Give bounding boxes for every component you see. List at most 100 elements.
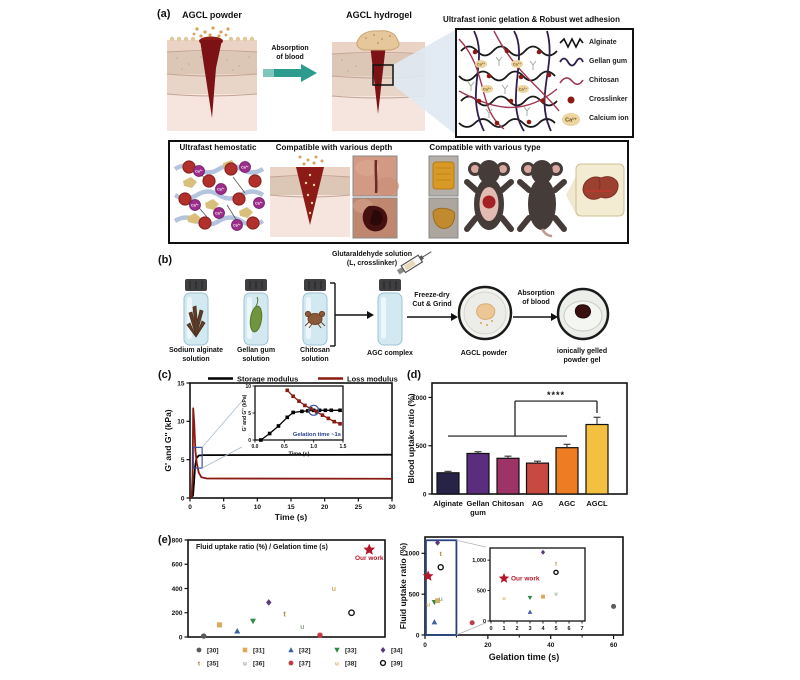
- legend-calcium-ion: Calcium ion: [589, 115, 629, 122]
- svg-text:u: u: [502, 596, 505, 602]
- svg-text:AG: AG: [532, 499, 543, 508]
- absorption-caption: Absorption of blood: [271, 45, 309, 62]
- svg-text:Time (s): Time (s): [275, 512, 308, 522]
- svg-text:G' and G'' (kPa): G' and G'' (kPa): [242, 394, 248, 431]
- zoom-connector-shape: [372, 30, 455, 134]
- svg-text:Our work: Our work: [355, 555, 384, 562]
- legend-alginate: Alginate: [589, 39, 617, 46]
- chitosan-line-icon: [559, 77, 584, 86]
- svg-text:0.5: 0.5: [281, 444, 288, 450]
- legend-gellan-gum: Gellan gum: [589, 58, 628, 65]
- svg-text:0.0: 0.0: [252, 444, 259, 450]
- svg-text:500: 500: [409, 591, 420, 598]
- gel-dish-caption: ionically gelled powder gel: [556, 348, 608, 365]
- calcium-ellipse-icon: Ca²⁺: [562, 113, 580, 126]
- agcl-powder-title: AGCL powder: [182, 10, 242, 20]
- deep-wound-photo: [352, 197, 398, 239]
- svg-text:25: 25: [355, 504, 363, 511]
- svg-text:Loss modulus: Loss modulus: [347, 375, 398, 384]
- svg-text:500: 500: [477, 589, 486, 595]
- svg-text:Fluid uptake ratio (%): Fluid uptake ratio (%): [398, 543, 408, 630]
- svg-text:Gelation time (s): Gelation time (s): [489, 652, 560, 662]
- svg-text:[38]: [38]: [345, 661, 357, 668]
- svg-text:40: 40: [547, 642, 555, 649]
- gel-type-photo-1: [428, 155, 459, 197]
- rheology-chart: Storage modulus Loss modulus 0 5 10 15 20 25 30 0…: [163, 375, 398, 523]
- svg-text:0: 0: [423, 642, 427, 649]
- type-title: Compatible with various type: [429, 143, 541, 152]
- svg-text:[39]: [39]: [391, 661, 403, 668]
- svg-text:400: 400: [172, 586, 183, 593]
- svg-text:5: 5: [248, 411, 251, 417]
- svg-text:1.5: 1.5: [340, 444, 347, 450]
- svg-text:Our work: Our work: [511, 576, 540, 583]
- vial4-caption: AGC complex: [367, 350, 413, 357]
- mouse-front-art: [464, 160, 514, 232]
- svg-text:Fluid uptake ratio (%) / Gelat: Fluid uptake ratio (%) / Gelation time (…: [196, 544, 328, 551]
- svg-text:200: 200: [172, 610, 183, 617]
- hemostatic-art: Ca²⁺ Ca²⁺ Ca²⁺ Ca²⁺ Ca²⁺ Ca²⁺ Ca²⁺: [173, 160, 265, 231]
- svg-text:t: t: [440, 551, 443, 558]
- svg-text:6: 6: [567, 626, 570, 632]
- panel-b-label: (b): [158, 254, 173, 266]
- svg-text:Ca²⁺: Ca²⁺: [233, 223, 241, 227]
- svg-text:u: u: [335, 660, 339, 667]
- svg-text:0: 0: [483, 619, 486, 625]
- freeze-dry-arrow: [407, 313, 458, 321]
- panel-c-label: (c): [158, 369, 172, 381]
- legend-crosslinker: Crosslinker: [589, 96, 628, 103]
- svg-text:t: t: [198, 660, 201, 667]
- svg-text:[32]: [32]: [299, 648, 311, 655]
- agcl-hydrogel-title: AGCL hydrogel: [346, 10, 412, 20]
- svg-text:u: u: [300, 622, 304, 631]
- svg-text:1000: 1000: [405, 551, 420, 558]
- svg-text:u: u: [243, 660, 247, 667]
- shallow-wound-photo: [352, 155, 399, 197]
- vial2-caption: Gellan gum solution: [236, 347, 276, 364]
- svg-text:5: 5: [554, 626, 557, 632]
- mouse-back-art: [517, 160, 567, 238]
- svg-text:Ca²⁺: Ca²⁺: [217, 187, 225, 191]
- svg-text:u: u: [554, 592, 557, 598]
- applications-box: Ultrafast hemostatic: [168, 140, 629, 244]
- svg-text:20: 20: [321, 504, 329, 511]
- svg-text:0: 0: [179, 634, 183, 641]
- svg-text:15: 15: [287, 504, 295, 511]
- svg-text:0: 0: [489, 626, 492, 632]
- svg-text:Gellan: Gellan: [467, 499, 490, 508]
- crosslinker-dot-icon: [567, 96, 575, 104]
- svg-text:Time (s): Time (s): [289, 452, 310, 458]
- gel-type-photo-2: [428, 197, 459, 239]
- depth-wound-art: [269, 155, 351, 237]
- svg-text:AGC: AGC: [559, 499, 576, 508]
- svg-text:Chitosan: Chitosan: [492, 499, 525, 508]
- svg-text:Ca²⁺: Ca²⁺: [191, 203, 199, 207]
- svg-text:u: u: [332, 584, 336, 593]
- svg-text:20: 20: [484, 642, 492, 649]
- svg-text:Blood uptake ratio (%): Blood uptake ratio (%): [406, 393, 416, 483]
- panel-a-label: (a): [157, 8, 171, 20]
- svg-text:gum: gum: [470, 508, 486, 517]
- svg-text:1,000: 1,000: [472, 558, 486, 564]
- svg-text:5: 5: [222, 504, 226, 511]
- depth-title: Compatible with various depth: [275, 143, 393, 152]
- svg-text:60: 60: [610, 642, 618, 649]
- svg-text:600: 600: [172, 562, 183, 569]
- gellan-gum-line-icon: [559, 57, 584, 67]
- svg-text:[36]: [36]: [253, 661, 265, 668]
- mix-connector-arrow: [330, 282, 374, 347]
- svg-text:Ca²⁺: Ca²⁺: [483, 87, 492, 92]
- svg-text:1000: 1000: [412, 395, 427, 402]
- svg-text:t: t: [555, 561, 557, 567]
- hemostatic-title: Ultrafast hemostatic: [179, 143, 257, 152]
- svg-text:10: 10: [177, 419, 185, 426]
- vial3-caption: Chitosan solution: [300, 347, 330, 364]
- vial1-caption: Sodium alginate solution: [168, 347, 224, 364]
- svg-text:Gelation time ~1s: Gelation time ~1s: [293, 432, 341, 438]
- svg-text:0: 0: [188, 504, 192, 511]
- absorption-arrow-icon: [263, 64, 317, 82]
- svg-text:0: 0: [416, 632, 420, 639]
- svg-text:800: 800: [172, 537, 183, 544]
